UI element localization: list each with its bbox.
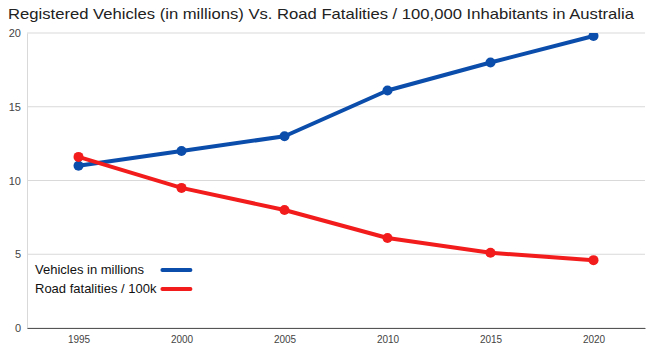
series-point bbox=[383, 86, 393, 96]
series-point bbox=[74, 161, 84, 171]
x-axis: 1995 2000 2005 2010 2015 2020 bbox=[28, 328, 646, 345]
y-axis-line bbox=[27, 34, 28, 329]
x-tick: 2015 bbox=[480, 328, 503, 345]
y-tick: 5 bbox=[15, 248, 27, 260]
series-line bbox=[79, 36, 594, 166]
x-tick: 2010 bbox=[377, 328, 400, 345]
x-tick-label: 2005 bbox=[274, 334, 297, 345]
y-tick: 0 bbox=[15, 322, 27, 334]
grid-line bbox=[27, 33, 645, 34]
series-line bbox=[79, 157, 594, 260]
series-point bbox=[177, 146, 187, 156]
series-point bbox=[486, 58, 496, 68]
x-tick-label: 2020 bbox=[583, 334, 606, 345]
x-tick: 2000 bbox=[171, 328, 194, 345]
series-point bbox=[74, 152, 84, 162]
x-tick-label: 2015 bbox=[480, 334, 503, 345]
series-point bbox=[589, 255, 599, 265]
y-tick-label: 15 bbox=[9, 101, 21, 113]
y-tick: 20 bbox=[9, 27, 27, 39]
title: Registered Vehicles (in millions) Vs. Ro… bbox=[8, 5, 635, 22]
series-point bbox=[177, 183, 187, 193]
plot-area bbox=[74, 33, 599, 265]
chart: Registered Vehicles (in millions) Vs. Ro… bbox=[0, 0, 650, 350]
series-point bbox=[280, 205, 290, 215]
x-tick-label: 2010 bbox=[377, 334, 400, 345]
grid-line bbox=[27, 106, 645, 107]
legend-swatch bbox=[162, 287, 190, 291]
x-tick: 1995 bbox=[68, 328, 91, 345]
legend-label: Road fatalities / 100k bbox=[35, 281, 157, 296]
y-axis: 0 5 10 15 20 bbox=[9, 27, 28, 334]
y-tick-label: 5 bbox=[15, 248, 21, 260]
grid bbox=[27, 33, 645, 328]
y-tick: 10 bbox=[9, 175, 27, 187]
legend-swatch bbox=[162, 268, 190, 272]
x-tick-label: 1995 bbox=[68, 334, 91, 345]
grid-line bbox=[27, 254, 645, 255]
y-tick-label: 0 bbox=[15, 322, 21, 334]
series-point bbox=[383, 233, 393, 243]
grid-line bbox=[27, 328, 645, 329]
x-tick: 2005 bbox=[274, 328, 297, 345]
x-tick: 2020 bbox=[583, 328, 606, 345]
series-point bbox=[589, 33, 599, 41]
x-axis-line bbox=[28, 328, 646, 329]
series-point bbox=[280, 131, 290, 141]
y-tick-label: 10 bbox=[9, 175, 21, 187]
x-tick-label: 2000 bbox=[171, 334, 194, 345]
legend-label: Vehicles in millions bbox=[35, 262, 145, 277]
y-tick-label: 20 bbox=[9, 27, 21, 39]
y-tick: 15 bbox=[9, 101, 27, 113]
grid-line bbox=[27, 180, 645, 181]
legend: Vehicles in millions Road fatalities / 10… bbox=[35, 262, 190, 296]
series-point bbox=[486, 248, 496, 258]
